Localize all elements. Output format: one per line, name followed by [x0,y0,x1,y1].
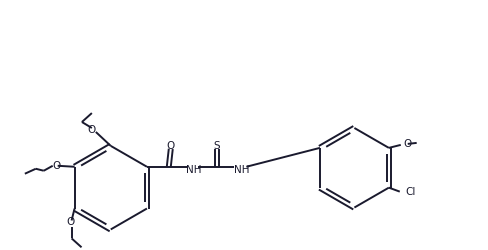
Text: Cl: Cl [405,187,415,197]
Text: O: O [66,218,75,228]
Text: S: S [213,141,220,151]
Text: NH: NH [233,165,248,175]
Text: NH: NH [185,165,201,175]
Text: O: O [403,139,411,149]
Text: O: O [166,141,175,151]
Text: O: O [52,161,61,171]
Text: O: O [87,125,96,135]
